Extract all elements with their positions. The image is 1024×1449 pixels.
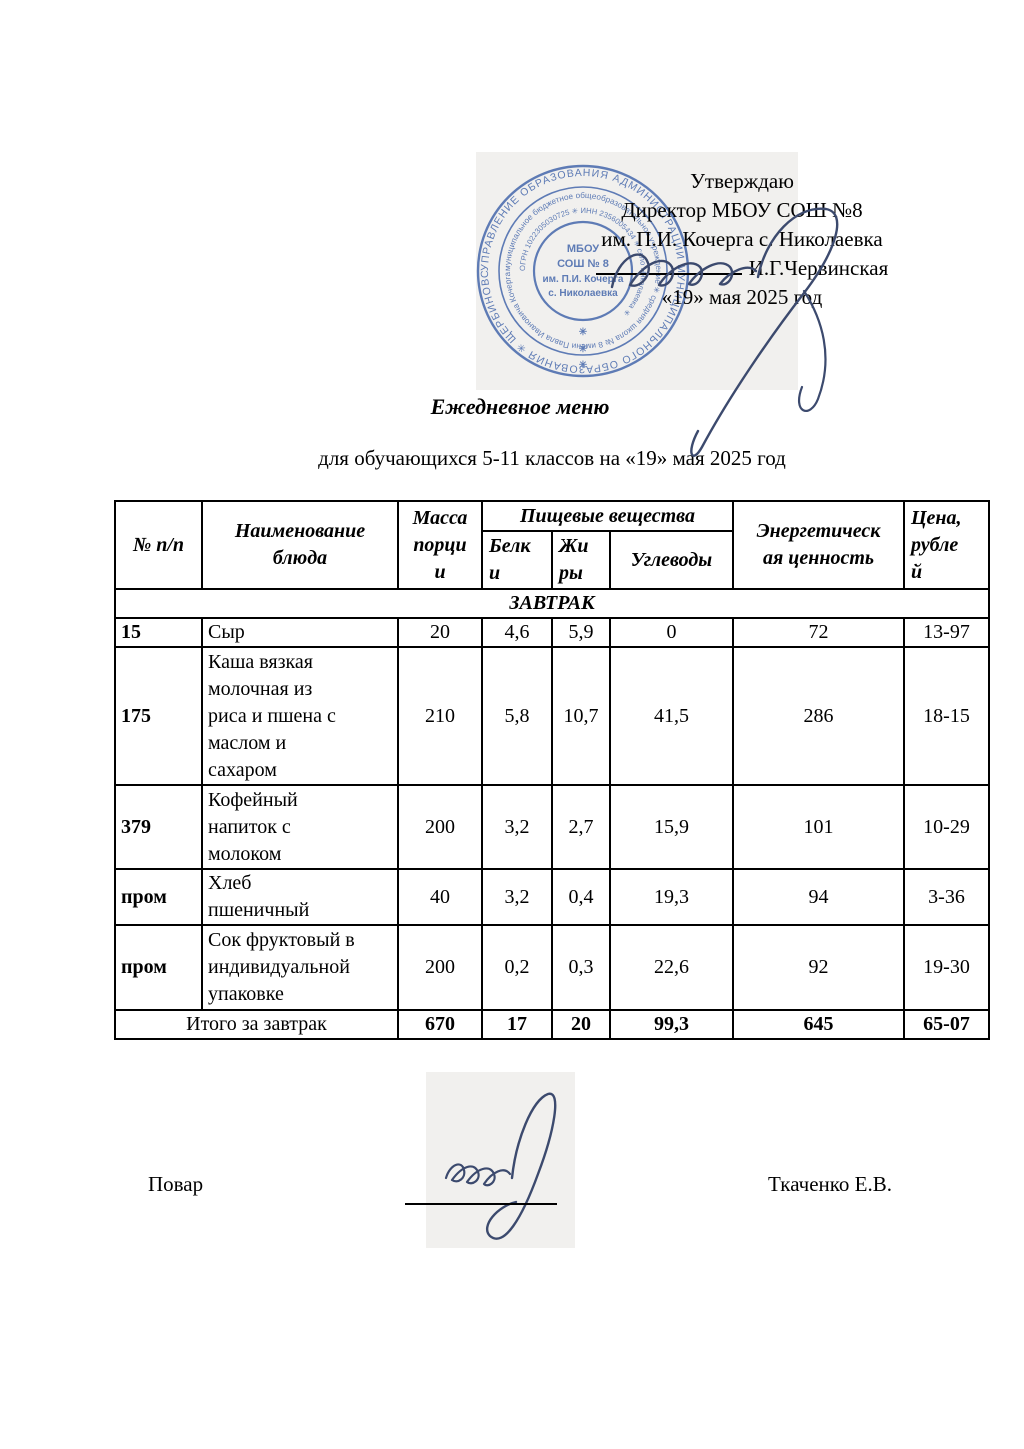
total-fat: 20 (551, 1009, 611, 1040)
signature-underline (595, 256, 742, 275)
menu-table: № п/п Наименование блюда Масса порци и П… (114, 500, 990, 1040)
total-carbs: 99,3 (609, 1009, 734, 1040)
cell-price: 3-36 (903, 868, 990, 926)
stamp-center-line4: с. Николаевка (548, 288, 618, 299)
stamp-asterisk-2: ✳ (579, 344, 588, 355)
approval-line-approve: Утверждаю (690, 169, 794, 193)
header-dish: Наименование блюда (201, 500, 399, 590)
header-nutrients-group: Пищевые вещества (481, 500, 734, 532)
total-row: Итого за завтрак 670 17 20 99,3 645 65-0… (114, 1009, 990, 1040)
cell-fat: 5,9 (551, 617, 611, 648)
stamp-asterisk-3: ✳ (579, 360, 588, 371)
cell-num: 15 (114, 617, 203, 648)
cell-price: 19-30 (903, 924, 990, 1011)
cell-protein: 0,2 (481, 924, 553, 1011)
director-name: И.Г.Червинская (748, 256, 889, 280)
stamp-center-line2: СОШ № 8 (557, 258, 609, 270)
cell-dish: Хлеб пшеничный (201, 868, 399, 926)
cell-carbs: 0 (609, 617, 734, 648)
cell-energy: 94 (732, 868, 905, 926)
cell-num: 379 (114, 784, 203, 870)
section-row: ЗАВТРАК (114, 588, 990, 619)
approval-line-director: Директор МБОУ СОШ №8 (621, 198, 863, 222)
header-carbs: Углеводы (609, 530, 734, 590)
stamp-center-line3: им. П.И. Кочерга (543, 274, 624, 285)
cell-carbs: 22,6 (609, 924, 734, 1011)
menu-row: пром Хлеб пшеничный 40 3,2 0,4 19,3 94 3… (114, 868, 990, 926)
cell-fat: 10,7 (551, 646, 611, 786)
header-row-2: Белк и Жи ры Углеводы (115, 530, 989, 590)
header-fat: Жи ры (551, 530, 611, 590)
cook-signature-underline (405, 1203, 557, 1205)
cell-energy: 101 (732, 784, 905, 870)
cell-dish: Кофейный напиток с молоком (201, 784, 399, 870)
header-num: № п/п (114, 500, 203, 590)
cell-mass: 210 (397, 646, 483, 786)
cook-signature-scan-background (426, 1072, 575, 1248)
stamp-asterisk-1: ✳ (579, 327, 588, 338)
cell-mass: 40 (397, 868, 483, 926)
total-energy: 645 (732, 1009, 905, 1040)
cell-mass: 200 (397, 924, 483, 1011)
menu-row: 175 Каша вязкая молочная из риса и пшена… (114, 646, 990, 786)
approval-line-school: им. П.И. Кочерга с. Николаевка (601, 227, 883, 251)
cell-dish: Сок фруктовый в индивидуальной упаковке (201, 924, 399, 1011)
cell-price: 10-29 (903, 784, 990, 870)
total-price: 65-07 (903, 1009, 990, 1040)
approval-signature-line: И.Г.Червинская (552, 254, 932, 283)
cell-protein: 3,2 (481, 868, 553, 926)
cell-fat: 2,7 (551, 784, 611, 870)
cell-mass: 200 (397, 784, 483, 870)
approval-block: Утверждаю Директор МБОУ СОШ №8 им. П.И. … (552, 167, 932, 312)
menu-row: пром Сок фруктовый в индивидуальной упак… (114, 924, 990, 1011)
approval-date-line: «19» мая 2025 год (661, 285, 823, 309)
page-subtitle: для обучающихся 5-11 классов на «19» мая… (318, 446, 786, 470)
header-price: Цена, рубле й (903, 500, 990, 590)
total-label: Итого за завтрак (114, 1009, 399, 1040)
cook-name: Ткаченко Е.В. (768, 1172, 893, 1196)
cell-price: 13-97 (903, 617, 990, 648)
cell-price: 18-15 (903, 646, 990, 786)
cell-dish: Каша вязкая молочная из риса и пшена с м… (201, 646, 399, 786)
menu-row: 15 Сыр 20 4,6 5,9 0 72 13-97 (114, 617, 990, 648)
header-protein: Белк и (481, 530, 553, 590)
cell-protein: 5,8 (481, 646, 553, 786)
total-mass: 670 (397, 1009, 483, 1040)
cell-dish: Сыр (201, 617, 399, 648)
cell-energy: 72 (732, 617, 905, 648)
cell-carbs: 41,5 (609, 646, 734, 786)
total-protein: 17 (481, 1009, 553, 1040)
section-breakfast: ЗАВТРАК (114, 588, 990, 619)
menu-row: 379 Кофейный напиток с молоком 200 3,2 2… (114, 784, 990, 870)
cell-num: 175 (114, 646, 203, 786)
cell-num: пром (114, 868, 203, 926)
cook-role-label: Повар (148, 1172, 204, 1196)
cell-fat: 0,4 (551, 868, 611, 926)
cell-energy: 286 (732, 646, 905, 786)
header-mass: Масса порци и (397, 500, 483, 590)
cell-energy: 92 (732, 924, 905, 1011)
header-energy: Энергетическ ая ценность (732, 500, 905, 590)
cell-fat: 0,3 (551, 924, 611, 1011)
cell-num: пром (114, 924, 203, 1011)
cell-protein: 3,2 (481, 784, 553, 870)
header-row-1: № п/п Наименование блюда Масса порци и П… (114, 500, 990, 590)
cell-carbs: 19,3 (609, 868, 734, 926)
cell-protein: 4,6 (481, 617, 553, 648)
cell-mass: 20 (397, 617, 483, 648)
page-title: Ежедневное меню (430, 394, 610, 419)
cell-carbs: 15,9 (609, 784, 734, 870)
stamp-center-line1: МБОУ (567, 243, 599, 255)
